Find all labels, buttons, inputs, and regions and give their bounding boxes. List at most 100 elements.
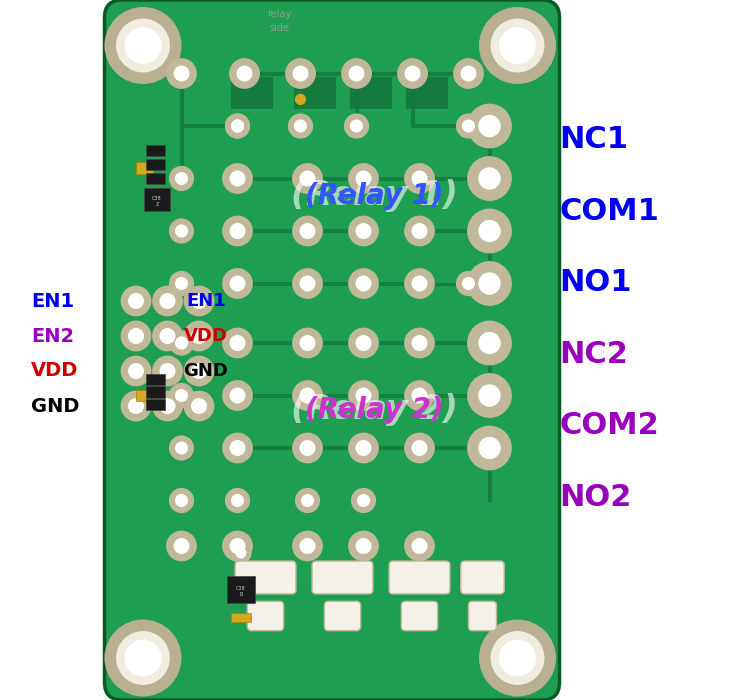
Text: (Relay 1): (Relay 1) bbox=[291, 179, 458, 213]
Bar bbox=[136, 162, 153, 174]
Circle shape bbox=[479, 437, 501, 459]
Circle shape bbox=[292, 328, 323, 358]
Circle shape bbox=[456, 113, 481, 139]
Text: GND: GND bbox=[31, 396, 79, 416]
Text: COM1: COM1 bbox=[559, 197, 659, 226]
Circle shape bbox=[479, 620, 556, 696]
Circle shape bbox=[404, 531, 435, 561]
Circle shape bbox=[462, 120, 475, 132]
Circle shape bbox=[125, 640, 162, 676]
Circle shape bbox=[175, 277, 188, 290]
Circle shape bbox=[183, 391, 214, 421]
Circle shape bbox=[479, 272, 501, 295]
FancyBboxPatch shape bbox=[402, 601, 438, 631]
Circle shape bbox=[225, 113, 250, 139]
Circle shape bbox=[175, 442, 188, 454]
FancyBboxPatch shape bbox=[312, 561, 373, 594]
Circle shape bbox=[499, 640, 536, 676]
Circle shape bbox=[288, 113, 313, 139]
Circle shape bbox=[169, 271, 194, 296]
Circle shape bbox=[456, 271, 481, 296]
Circle shape bbox=[230, 538, 245, 554]
FancyBboxPatch shape bbox=[389, 561, 450, 594]
Circle shape bbox=[236, 66, 252, 81]
Circle shape bbox=[467, 261, 512, 306]
Circle shape bbox=[300, 440, 316, 456]
Circle shape bbox=[292, 268, 323, 299]
Circle shape bbox=[183, 356, 214, 386]
Text: (Relay 2): (Relay 2) bbox=[291, 393, 458, 426]
Text: EN2: EN2 bbox=[31, 326, 74, 346]
Circle shape bbox=[294, 120, 307, 132]
Circle shape bbox=[128, 293, 144, 309]
Circle shape bbox=[159, 293, 175, 309]
Text: (Relay 1): (Relay 1) bbox=[305, 182, 443, 210]
Text: COM2: COM2 bbox=[559, 411, 659, 440]
Circle shape bbox=[175, 337, 188, 349]
Circle shape bbox=[104, 620, 181, 696]
Circle shape bbox=[404, 380, 435, 411]
Circle shape bbox=[159, 363, 175, 379]
Circle shape bbox=[356, 388, 371, 403]
Circle shape bbox=[404, 268, 435, 299]
Circle shape bbox=[230, 542, 251, 564]
Circle shape bbox=[462, 277, 475, 290]
Bar bbox=[146, 173, 165, 184]
Text: C38
B: C38 B bbox=[236, 587, 246, 596]
Bar bbox=[146, 159, 165, 170]
Text: NO1: NO1 bbox=[559, 268, 632, 298]
Circle shape bbox=[175, 225, 188, 237]
Circle shape bbox=[230, 276, 245, 291]
Circle shape bbox=[128, 398, 144, 414]
Circle shape bbox=[121, 321, 152, 351]
Circle shape bbox=[116, 18, 170, 73]
Circle shape bbox=[159, 398, 175, 414]
Circle shape bbox=[191, 398, 207, 414]
Circle shape bbox=[152, 356, 183, 386]
FancyBboxPatch shape bbox=[248, 601, 284, 631]
Circle shape bbox=[479, 332, 501, 354]
Circle shape bbox=[231, 494, 244, 507]
Circle shape bbox=[300, 223, 316, 239]
Circle shape bbox=[479, 220, 501, 242]
Bar bbox=[144, 188, 170, 211]
Circle shape bbox=[121, 391, 152, 421]
Circle shape bbox=[411, 388, 427, 403]
Circle shape bbox=[152, 286, 183, 316]
Circle shape bbox=[231, 120, 244, 132]
Circle shape bbox=[169, 488, 194, 513]
Circle shape bbox=[175, 172, 188, 185]
Circle shape bbox=[499, 27, 536, 64]
Circle shape bbox=[405, 66, 421, 81]
Bar bbox=[146, 145, 165, 156]
Circle shape bbox=[292, 433, 323, 463]
Circle shape bbox=[491, 631, 544, 685]
Circle shape bbox=[183, 321, 214, 351]
Circle shape bbox=[357, 494, 370, 507]
Bar bbox=[136, 390, 153, 401]
Circle shape bbox=[236, 547, 246, 559]
Circle shape bbox=[348, 268, 379, 299]
Circle shape bbox=[121, 286, 152, 316]
Text: C38
Z: C38 Z bbox=[153, 197, 162, 206]
Circle shape bbox=[479, 384, 501, 407]
Circle shape bbox=[222, 163, 253, 194]
Circle shape bbox=[411, 223, 427, 239]
Circle shape bbox=[300, 388, 316, 403]
Circle shape bbox=[300, 276, 316, 291]
Circle shape bbox=[467, 321, 512, 365]
FancyBboxPatch shape bbox=[235, 561, 296, 594]
Circle shape bbox=[292, 216, 323, 246]
Circle shape bbox=[411, 171, 427, 186]
Bar bbox=[146, 386, 165, 398]
Circle shape bbox=[348, 163, 379, 194]
Circle shape bbox=[344, 113, 369, 139]
Circle shape bbox=[152, 321, 183, 351]
Circle shape bbox=[191, 328, 207, 344]
Circle shape bbox=[169, 435, 194, 461]
Circle shape bbox=[222, 380, 253, 411]
Circle shape bbox=[397, 58, 428, 89]
Circle shape bbox=[128, 363, 144, 379]
Circle shape bbox=[229, 58, 260, 89]
Circle shape bbox=[230, 171, 245, 186]
